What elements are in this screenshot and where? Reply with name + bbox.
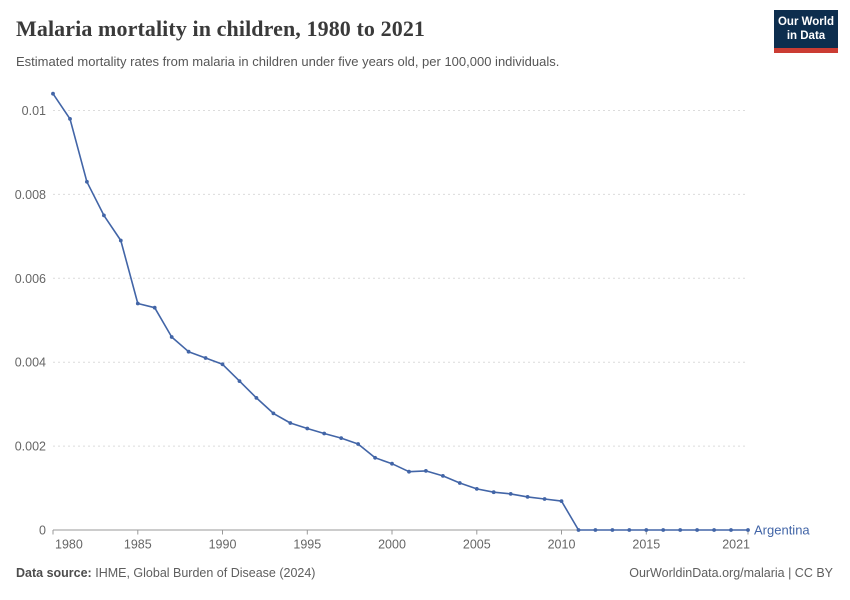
- data-point-2001[interactable]: [407, 469, 411, 474]
- x-axis-label: 2010: [548, 538, 576, 552]
- data-point-1986[interactable]: [152, 305, 157, 310]
- data-point-1992[interactable]: [254, 396, 259, 400]
- data-point-2016[interactable]: [661, 528, 666, 532]
- data-point-2003[interactable]: [441, 474, 445, 478]
- data-point-1989[interactable]: [203, 356, 208, 360]
- x-axis-label: 1980: [55, 538, 83, 552]
- data-point-1981[interactable]: [68, 117, 72, 121]
- data-point-2015[interactable]: [644, 528, 649, 532]
- data-point-1999[interactable]: [373, 455, 377, 460]
- data-source-note: Data source: IHME, Global Burden of Dise…: [16, 566, 315, 580]
- data-point-2012[interactable]: [593, 528, 598, 532]
- argentina-line[interactable]: [52, 93, 748, 531]
- data-point-2006[interactable]: [491, 490, 496, 495]
- entity-label-argentina[interactable]: Argentina: [754, 523, 810, 538]
- y-axis-label: 0.01: [22, 104, 46, 118]
- data-point-1987[interactable]: [169, 335, 174, 339]
- data-point-2002[interactable]: [424, 469, 428, 473]
- data-point-2007[interactable]: [508, 492, 513, 496]
- page-subtitle: Estimated mortality rates from malaria i…: [16, 54, 560, 69]
- data-point-2010[interactable]: [559, 499, 564, 503]
- data-point-2009[interactable]: [542, 497, 547, 501]
- data-point-2000[interactable]: [390, 461, 394, 466]
- data-point-1980[interactable]: [51, 91, 55, 96]
- footer-credit-link[interactable]: OurWorldinData.org/malaria | CC BY: [629, 566, 833, 580]
- series-argentina[interactable]: [51, 91, 750, 532]
- x-axis-label: 2015: [632, 538, 660, 552]
- data-point-2017[interactable]: [678, 528, 683, 532]
- data-point-2008[interactable]: [525, 495, 530, 499]
- y-axis-label: 0.004: [15, 356, 46, 370]
- data-point-1985[interactable]: [135, 301, 140, 306]
- y-axis-label: 0.006: [15, 272, 46, 286]
- data-source-label: Data source:: [16, 566, 92, 580]
- data-point-1984[interactable]: [118, 238, 123, 243]
- x-axis-label: 1990: [209, 538, 237, 552]
- chart-footer: Data source: IHME, Global Burden of Dise…: [0, 566, 850, 580]
- owid-logo-line1: Our World: [777, 16, 834, 28]
- data-point-2018[interactable]: [695, 528, 699, 532]
- owid-logo-text: Our World in Data: [774, 10, 838, 48]
- data-point-1998[interactable]: [356, 442, 360, 446]
- data-point-2005[interactable]: [474, 487, 479, 491]
- data-point-2013[interactable]: [610, 528, 615, 532]
- owid-logo-line2: in Data: [786, 30, 826, 42]
- owid-logo[interactable]: Our World in Data: [774, 10, 838, 53]
- data-point-1997[interactable]: [339, 436, 344, 440]
- data-point-2014[interactable]: [627, 528, 632, 532]
- x-axis-label: 1985: [124, 538, 152, 552]
- data-source-text: IHME, Global Burden of Disease (2024): [95, 566, 316, 580]
- x-axis-label: 2005: [463, 538, 491, 552]
- footer-credit-text: OurWorldinData.org/malaria | CC BY: [629, 566, 833, 580]
- data-point-1996[interactable]: [322, 431, 327, 436]
- data-point-1994[interactable]: [288, 421, 293, 425]
- y-axis-label: 0: [39, 524, 46, 538]
- data-point-1983[interactable]: [102, 213, 106, 218]
- data-point-1991[interactable]: [237, 379, 242, 383]
- data-point-1995[interactable]: [305, 426, 310, 431]
- x-axis-label: 2000: [378, 538, 406, 552]
- data-point-1988[interactable]: [186, 349, 191, 354]
- page-title: Malaria mortality in children, 1980 to 2…: [16, 16, 426, 41]
- y-axis-label: 0.008: [15, 188, 46, 202]
- data-point-2019[interactable]: [712, 528, 716, 532]
- y-axis-label: 0.002: [15, 440, 46, 454]
- data-point-2021[interactable]: [746, 528, 750, 532]
- logo-red-stripe: [774, 48, 838, 53]
- data-point-1993[interactable]: [271, 411, 276, 416]
- data-point-2011[interactable]: [576, 528, 581, 532]
- x-axis-label: 2021: [722, 538, 750, 552]
- data-point-2020[interactable]: [729, 528, 733, 532]
- x-axis-label: 1995: [293, 538, 321, 552]
- data-point-1990[interactable]: [220, 362, 225, 367]
- data-point-1982[interactable]: [85, 179, 89, 184]
- data-point-2004[interactable]: [457, 481, 462, 485]
